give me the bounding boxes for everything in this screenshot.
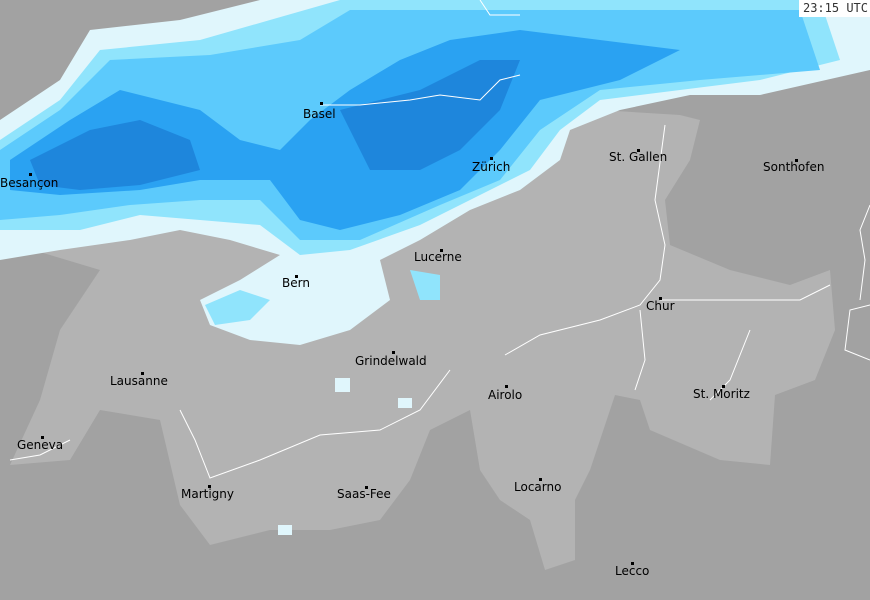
city-label-saas-fee[interactable]: Saas-Fee <box>337 487 391 501</box>
city-label-grindelwald[interactable]: Grindelwald <box>355 354 427 368</box>
city-marker <box>392 351 395 354</box>
city-marker <box>539 478 542 481</box>
city-marker <box>490 157 493 160</box>
city-label-st-gallen[interactable]: St. Gallen <box>609 150 668 164</box>
city-marker <box>365 486 368 489</box>
city-marker <box>320 102 323 105</box>
city-label-zurich[interactable]: Zürich <box>472 160 511 174</box>
city-marker <box>795 159 798 162</box>
city-marker <box>208 485 211 488</box>
city-label-basel[interactable]: Basel <box>303 107 336 121</box>
borders <box>9 0 870 479</box>
city-label-bern[interactable]: Bern <box>282 276 310 290</box>
city-label-st-moritz[interactable]: St. Moritz <box>693 387 750 401</box>
city-marker <box>631 562 634 565</box>
city-marker <box>295 275 298 278</box>
city-marker <box>722 385 725 388</box>
city-marker <box>659 297 662 300</box>
city-label-martigny[interactable]: Martigny <box>181 487 235 501</box>
city-marker <box>41 436 44 439</box>
city-marker <box>505 385 508 388</box>
city-label-chur[interactable]: Chur <box>646 299 675 313</box>
city-marker <box>141 372 144 375</box>
city-marker <box>440 249 443 252</box>
precipitation <box>0 0 870 535</box>
city-label-geneva[interactable]: Geneva <box>17 438 64 452</box>
city-label-lucerne[interactable]: Lucerne <box>414 250 462 264</box>
city-label-lecco[interactable]: Lecco <box>615 564 650 578</box>
city-label-besancon[interactable]: Besançon <box>0 176 59 190</box>
city-label-airolo[interactable]: Airolo <box>488 388 523 402</box>
city-marker <box>637 149 640 152</box>
city-label-sonthofen[interactable]: Sonthofen <box>763 160 825 174</box>
timestamp: 23:15 UTC <box>798 0 870 17</box>
city-label-lausanne[interactable]: Lausanne <box>110 374 168 388</box>
city-marker <box>29 173 32 176</box>
city-label-locarno[interactable]: Locarno <box>514 480 562 494</box>
